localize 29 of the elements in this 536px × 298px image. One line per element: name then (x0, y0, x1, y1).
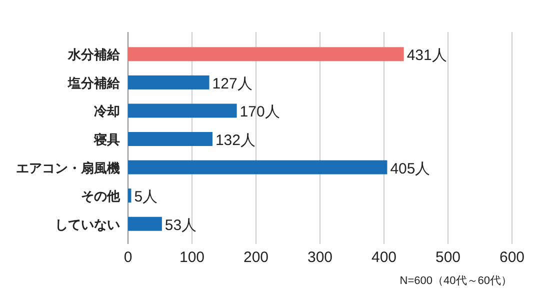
data-label: 431人 (406, 47, 447, 64)
bar (128, 47, 404, 62)
y-tick-label: 水分補給 (67, 47, 121, 62)
data-label: 127人 (212, 75, 252, 92)
bar (128, 75, 210, 90)
x-tick-label: 0 (124, 249, 132, 266)
y-tick-label: その他 (81, 188, 121, 204)
text: N=600（40代～60代） (400, 275, 512, 287)
x-tick-label: 600 (499, 249, 525, 266)
data-label: 132人 (215, 132, 256, 149)
bar (128, 132, 212, 146)
data-label: 53人 (164, 216, 197, 234)
y-tick-label: エアコン・扇風機 (16, 160, 120, 176)
bar (128, 216, 162, 231)
x-tick-label: 300 (307, 249, 333, 266)
y-tick-label: 塩分補給 (67, 75, 121, 90)
bar (128, 160, 388, 174)
y-tick-label: 寝具 (93, 132, 120, 147)
data-label: 405人 (390, 160, 430, 178)
x-tick-label: 500 (435, 249, 461, 266)
x-tick-label: 400 (371, 249, 397, 266)
x-tick-label: 200 (243, 249, 269, 266)
bar (128, 188, 132, 203)
data-label: 5人 (134, 188, 158, 206)
bar (128, 104, 237, 118)
y-tick-label: 冷却 (94, 104, 120, 119)
y-tick-label: していない (55, 216, 120, 232)
x-tick-label: 100 (179, 249, 205, 266)
data-label: 170人 (240, 104, 280, 121)
